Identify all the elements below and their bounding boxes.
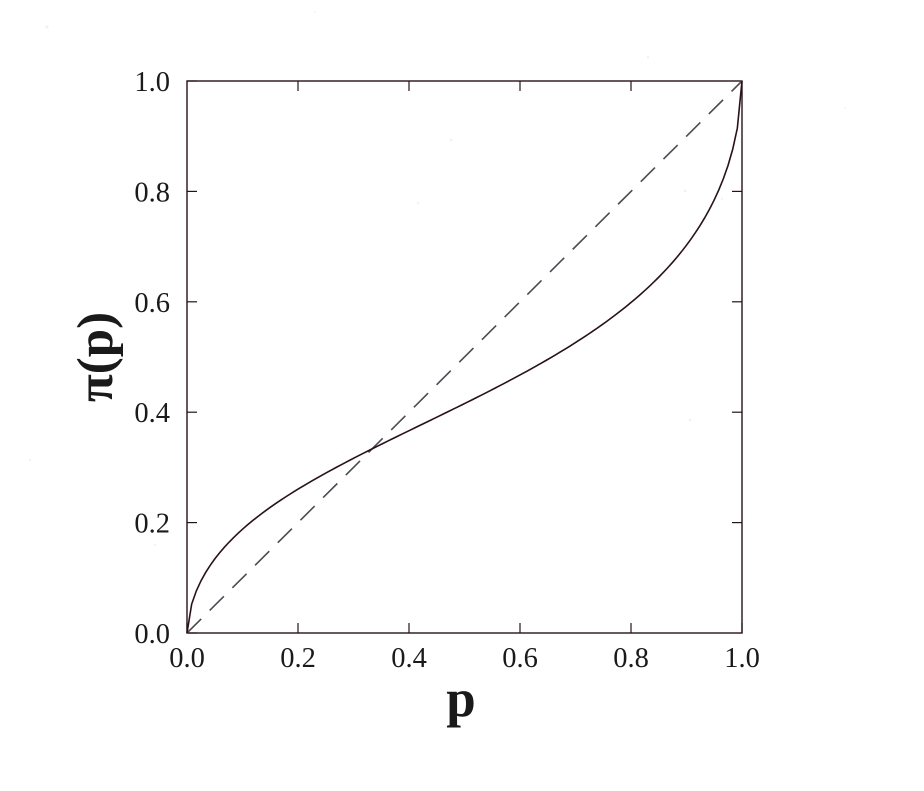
svg-text:π(p): π(p) bbox=[68, 312, 124, 402]
svg-text:0.8: 0.8 bbox=[134, 177, 170, 208]
svg-text:0.2: 0.2 bbox=[280, 643, 316, 674]
svg-text:0.8: 0.8 bbox=[613, 643, 649, 674]
svg-text:p: p bbox=[446, 670, 475, 728]
svg-text:0.0: 0.0 bbox=[169, 643, 205, 674]
svg-text:0.0: 0.0 bbox=[134, 619, 170, 650]
svg-text:0.6: 0.6 bbox=[134, 288, 170, 319]
svg-text:0.2: 0.2 bbox=[134, 509, 170, 540]
svg-text:0.6: 0.6 bbox=[502, 643, 538, 674]
svg-text:0.4: 0.4 bbox=[134, 398, 170, 429]
svg-text:1.0: 1.0 bbox=[134, 67, 170, 98]
svg-text:0.4: 0.4 bbox=[391, 643, 427, 674]
svg-text:1.0: 1.0 bbox=[724, 643, 760, 674]
